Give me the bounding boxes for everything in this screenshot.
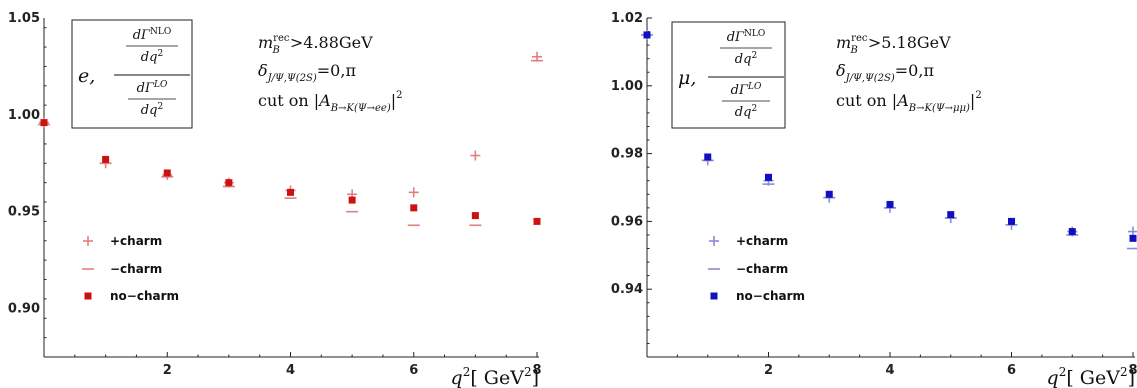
y-tick-label: 1.00 xyxy=(8,108,40,123)
chart-panel-1: 2 4 6 8 0.90 0.95 1.00 1.05 q2[ GeV2] e, dΓNLO dq2 d… xyxy=(8,11,543,388)
data-point-square xyxy=(40,119,48,127)
numerator-bottom: dq2 xyxy=(141,49,163,65)
annotation-phase: δJ/Ψ,Ψ(2S)=0,π xyxy=(836,61,934,84)
legend-label: −charm xyxy=(736,262,788,276)
annotation-amplitude-cut: cut on |AB→K(Ψ→μμ)|2 xyxy=(836,90,982,114)
data-point-square xyxy=(947,211,955,219)
y-tick-label: 0.95 xyxy=(8,205,40,220)
data-point-square xyxy=(704,153,712,161)
x-tick-label: 4 xyxy=(885,363,894,378)
data-point-plus xyxy=(408,187,419,198)
x-tick-label: 2 xyxy=(764,363,773,378)
data-point-square xyxy=(471,212,479,220)
lepton-label: e, xyxy=(78,65,95,87)
data-point-square xyxy=(1068,228,1076,236)
legend-label: −charm xyxy=(110,262,162,276)
chart-panel-2: 2 4 6 8 0.94 0.96 0.98 1.00 1.02 q2[ GeV2] μ, dΓNLO… xyxy=(611,11,1137,388)
legend-item: no−charm xyxy=(710,289,805,303)
legend-marker-square xyxy=(710,292,718,300)
legend-marker-plus xyxy=(83,236,93,246)
data-point-square xyxy=(348,196,356,204)
data-point-square xyxy=(825,190,833,198)
lepton-label: μ, xyxy=(678,67,696,89)
data-point-square xyxy=(533,217,541,225)
data-point-square xyxy=(410,204,418,212)
x-tick-label: 2 xyxy=(163,363,172,378)
x-tick-label: 4 xyxy=(286,363,295,378)
y-tick-label: 0.96 xyxy=(611,214,643,229)
data-point-square xyxy=(1008,217,1015,225)
x-tick-label: 6 xyxy=(409,363,418,378)
data-point-square xyxy=(765,173,772,181)
annotation-amplitude-cut: cut on |AB→K(Ψ→ee)|2 xyxy=(258,90,403,114)
annotation-mass-cut: mrec B >5.18GeV xyxy=(836,33,951,56)
legend-label: no−charm xyxy=(736,289,805,303)
legend-marker-square xyxy=(84,292,92,300)
ratio-label-box xyxy=(71,19,193,129)
legend-label: +charm xyxy=(110,234,162,248)
numerator-bottom: dq2 xyxy=(735,51,757,67)
data-point-square xyxy=(225,179,233,187)
data-point-square xyxy=(643,31,651,39)
y-tick-label: 1.05 xyxy=(8,11,40,26)
annotation-mass-cut: mrec B >4.88GeV xyxy=(258,33,373,56)
legend-item: no−charm xyxy=(84,289,179,303)
data-point-plus xyxy=(532,51,542,62)
x-axis-label: q2[ GeV2] xyxy=(451,365,539,388)
series-square xyxy=(643,31,1137,242)
x-axis-label: q2[ GeV2] xyxy=(1047,365,1135,388)
x-tick-label: 8 xyxy=(532,363,541,378)
y-tick-label: 0.90 xyxy=(8,302,40,317)
x-tick-label: 8 xyxy=(1128,363,1137,378)
legend-label: no−charm xyxy=(110,289,179,303)
denominator-top: dΓLO xyxy=(731,82,762,98)
legend-item: −charm xyxy=(82,262,162,276)
x-tick-label: 6 xyxy=(1007,363,1016,378)
series-dash xyxy=(641,34,1137,250)
numerator-top: dΓNLO xyxy=(133,27,172,43)
y-tick-label: 1.02 xyxy=(611,11,643,26)
data-point-square xyxy=(163,169,171,177)
y-tick-label: 0.98 xyxy=(611,147,643,162)
data-point-plus xyxy=(470,150,481,161)
y-tick-label: 1.00 xyxy=(611,79,643,94)
legend-item: +charm xyxy=(83,234,162,248)
data-point-square xyxy=(287,188,294,196)
data-point-square xyxy=(886,200,894,208)
denominator-top: dΓLO xyxy=(137,80,168,96)
y-tick-label: 0.94 xyxy=(611,282,643,297)
denominator-bottom: dq2 xyxy=(141,102,163,118)
ratio-label-box xyxy=(671,21,786,129)
legend-marker-plus xyxy=(709,236,719,246)
legend-item: −charm xyxy=(708,262,788,276)
series-dash xyxy=(38,59,543,227)
data-point-square xyxy=(1129,234,1137,242)
series-square xyxy=(40,119,541,225)
numerator-top: dΓNLO xyxy=(727,29,766,45)
denominator-bottom: dq2 xyxy=(735,104,757,120)
legend-item: +charm xyxy=(709,234,788,248)
data-point-square xyxy=(102,155,110,163)
legend-label: +charm xyxy=(736,234,788,248)
annotation-phase: δJ/Ψ,Ψ(2S)=0,π xyxy=(258,61,356,84)
